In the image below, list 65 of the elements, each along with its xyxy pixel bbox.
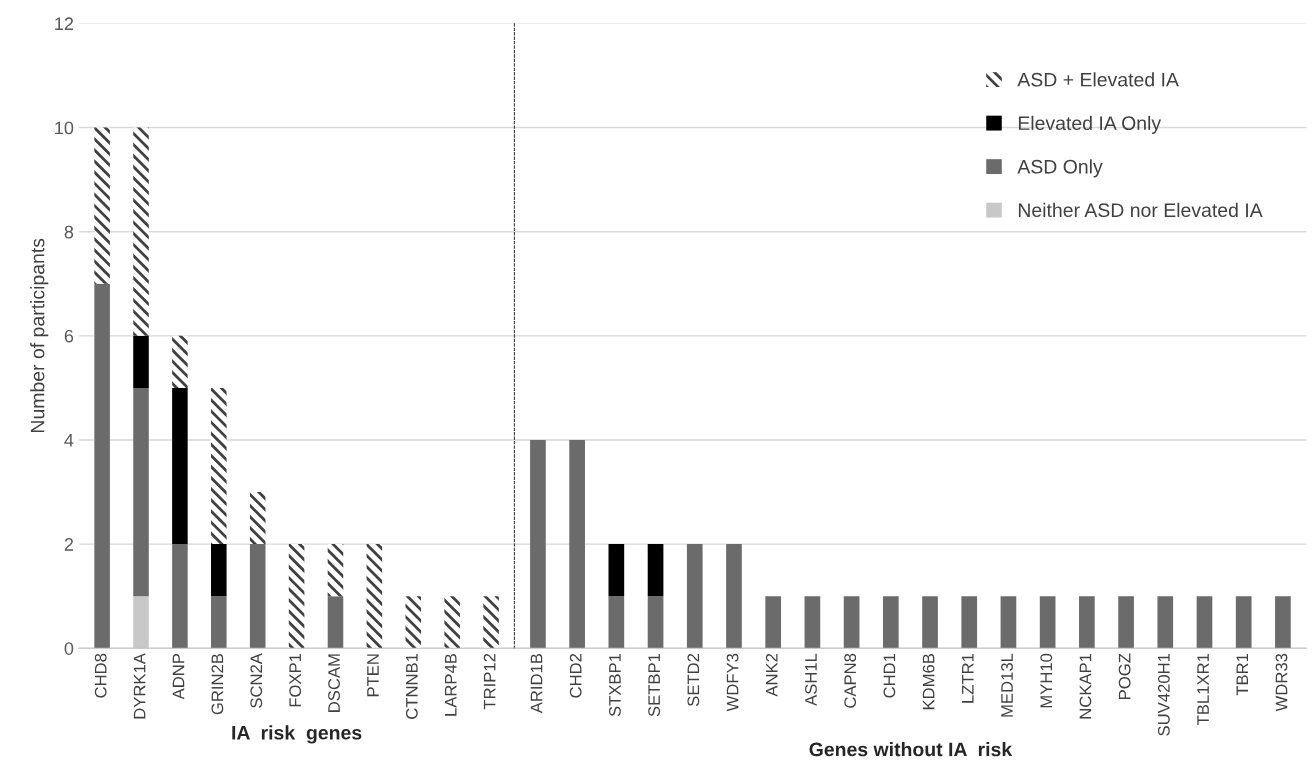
x-tick-label: ARID1B: [530, 653, 543, 714]
y-tick-label: 4: [64, 434, 74, 447]
legend-label: ASD Only: [1017, 159, 1103, 178]
x-tick-label: ADNP: [172, 653, 185, 700]
x-tick-label: NCKAP1: [1079, 653, 1092, 719]
y-axis-title: Number of participants: [30, 238, 49, 433]
x-tick-label: TRIP12: [483, 653, 496, 710]
x-tick-label: PTEN: [367, 654, 379, 697]
bar: [327, 544, 344, 597]
x-tick-label: CHD1: [883, 653, 896, 698]
x-tick-label: TBL1XR1: [1197, 653, 1209, 725]
bar: [94, 127, 110, 284]
bar: [483, 596, 499, 649]
y-tick-label: 8: [64, 225, 74, 239]
bar: [249, 544, 266, 649]
bar: [288, 544, 305, 649]
bar: [249, 492, 266, 545]
bar: [172, 387, 188, 545]
x-tick-label: CHD8: [94, 653, 107, 698]
y-tick-label: 0: [64, 642, 74, 655]
bar: [366, 544, 383, 649]
x-tick-label: KDM6B: [922, 653, 935, 710]
x-tick-label: MED13L: [1001, 653, 1013, 717]
bar: [133, 335, 149, 388]
x-tick-label: CTNNB1: [405, 653, 418, 719]
x-tick-label: SUV420H1: [1157, 653, 1170, 736]
bar: [405, 596, 422, 649]
legend-label: Neither ASD nor Elevated IA: [1018, 202, 1263, 218]
x-tick-label: DSCAM: [328, 654, 340, 712]
x-tick-label: SETD2: [687, 653, 700, 707]
y-tick-label: 10: [55, 121, 74, 135]
bar: [211, 596, 227, 649]
x-tick-label: SCN2A: [250, 653, 263, 708]
bar: [133, 387, 149, 597]
legend-label: Elevated IA Only: [1018, 115, 1162, 134]
x-tick-label: MYH10: [1040, 653, 1053, 708]
x-tick-label: ANK2: [765, 653, 778, 697]
bar: [211, 544, 227, 597]
x-tick-label: LARP4B: [445, 653, 457, 716]
x-tick-label: STXBP1: [609, 653, 621, 717]
x-tick-label: WDR33: [1275, 653, 1288, 712]
bar: [211, 387, 227, 545]
x-axis-title: Genes without IA risk: [809, 742, 1013, 757]
bar: [172, 544, 188, 649]
x-tick-label: SETBP1: [648, 653, 661, 717]
bar: [172, 335, 188, 388]
x-tick-label: FOXP1: [289, 653, 302, 707]
x-tick-label: DYRK1A: [133, 653, 146, 719]
y-tick-label: 2: [64, 538, 74, 551]
x-tick-label: TBR1: [1236, 653, 1249, 696]
x-axis-title: IA risk genes: [232, 725, 362, 744]
bar: [133, 127, 149, 336]
legend-label: ASD + Elevated IA: [1017, 72, 1179, 87]
x-tick-label: LZTR1: [962, 653, 974, 703]
x-tick-label: CHD2: [569, 653, 582, 698]
x-tick-label: ASH1L: [805, 653, 817, 706]
bar: [327, 596, 344, 649]
x-tick-label: POGZ: [1118, 653, 1131, 699]
bar: [444, 596, 460, 649]
x-tick-label: WDFY3: [726, 653, 739, 712]
bar: [94, 283, 110, 649]
y-tick-label: 12: [55, 17, 74, 30]
x-tick-label: GRIN2B: [211, 653, 224, 715]
x-tick-label: CAPN8: [844, 653, 857, 708]
y-tick-label: 6: [64, 329, 74, 343]
